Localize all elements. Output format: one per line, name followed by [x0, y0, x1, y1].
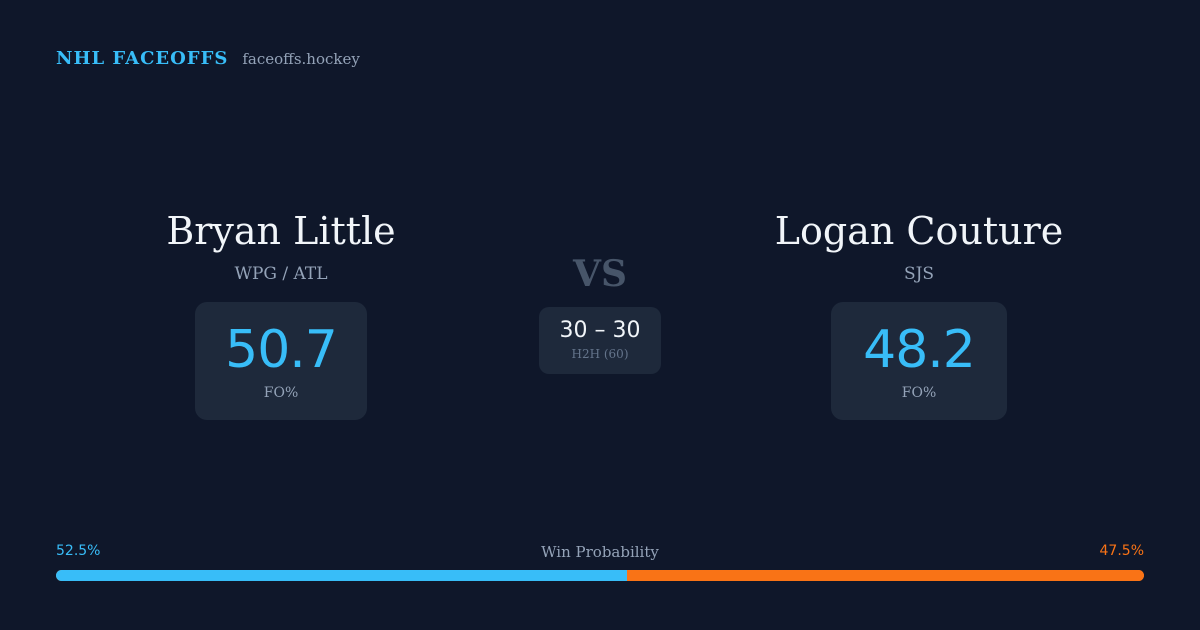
brand-url[interactable]: faceoffs.hockey: [242, 50, 360, 68]
win-probability-bar: [56, 570, 1144, 581]
player-right-fo-label: FO%: [901, 385, 937, 401]
player-right-team: SJS: [903, 264, 935, 284]
versus-block: VS 30 – 30 H2H (60): [539, 255, 661, 374]
player-left-fo-value: 50.7: [225, 320, 338, 380]
player-left-name: Bryan Little: [166, 209, 396, 253]
h2h-label: H2H (60): [571, 347, 629, 361]
brand-header: NHL FACEOFFS faceoffs.hockey: [56, 48, 360, 69]
player-left-panel: Bryan Little WPG / ATL 50.7 FO%: [91, 205, 471, 420]
player-right-panel: Logan Couture SJS 48.2 FO%: [729, 205, 1109, 420]
brand-title[interactable]: NHL FACEOFFS: [56, 48, 229, 69]
player-left-fo-label: FO%: [263, 385, 299, 401]
win-probability-left-fill: [56, 570, 628, 581]
player-right-fo-value: 48.2: [863, 320, 976, 380]
player-left-stat-card: 50.7 FO%: [195, 302, 367, 420]
win-probability-left-label: 52.5%: [56, 543, 101, 559]
h2h-card: 30 – 30 H2H (60): [539, 307, 661, 374]
win-probability-right-label: 47.5%: [1099, 543, 1144, 559]
player-right-name: Logan Couture: [774, 209, 1064, 253]
player-right-stat-card: 48.2 FO%: [831, 302, 1007, 420]
win-probability-title: Win Probability: [541, 543, 659, 561]
win-probability-right-fill: [627, 570, 1144, 581]
h2h-score: 30 – 30: [559, 318, 641, 343]
player-left-team: WPG / ATL: [234, 264, 328, 284]
win-probability-labels: 52.5% Win Probability 47.5%: [56, 543, 1144, 563]
vs-label: VS: [573, 253, 627, 295]
